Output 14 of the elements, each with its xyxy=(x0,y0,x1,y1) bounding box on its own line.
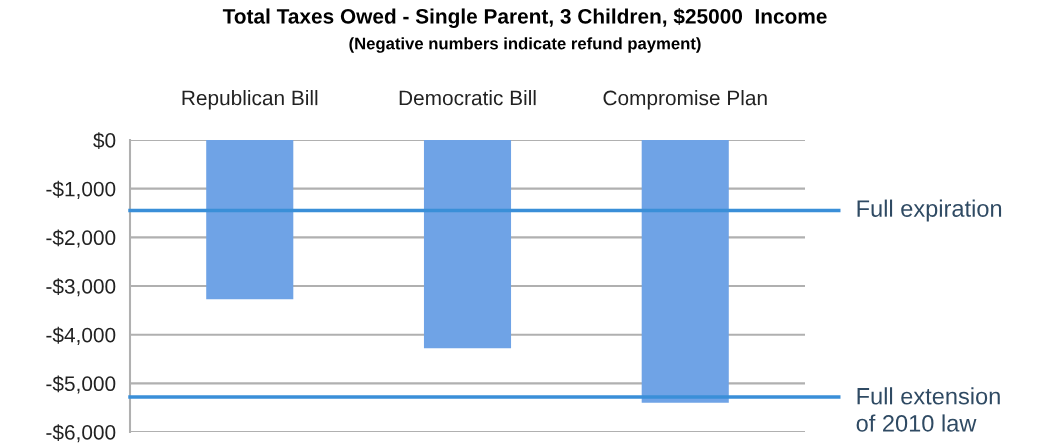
x-tick-label: Compromise Plan xyxy=(603,90,767,110)
x-tick-label: Democratic Bill xyxy=(399,90,536,106)
y-tick-label: $0 xyxy=(93,132,116,149)
y-tick-label: -$1,000 xyxy=(46,180,116,199)
ref-line-label: Full expiration xyxy=(857,199,1002,222)
y-tick-label: -$6,000 xyxy=(46,424,116,443)
chart-title: Total Taxes Owed - Single Parent, 3 Children, $25000 Income xyxy=(222,8,827,28)
x-tick-label: Republican Bill xyxy=(182,90,318,110)
y-tick-label: -$4,000 xyxy=(46,326,116,345)
y-tick-label: -$5,000 xyxy=(46,375,116,394)
y-tick-label: -$3,000 xyxy=(46,278,116,297)
chart-subtitle: (Negative numbers indicate refund payment) xyxy=(349,37,701,53)
ref-line-label: Full extension of 2010 law xyxy=(856,387,1000,432)
y-tick-label: -$2,000 xyxy=(46,229,116,248)
